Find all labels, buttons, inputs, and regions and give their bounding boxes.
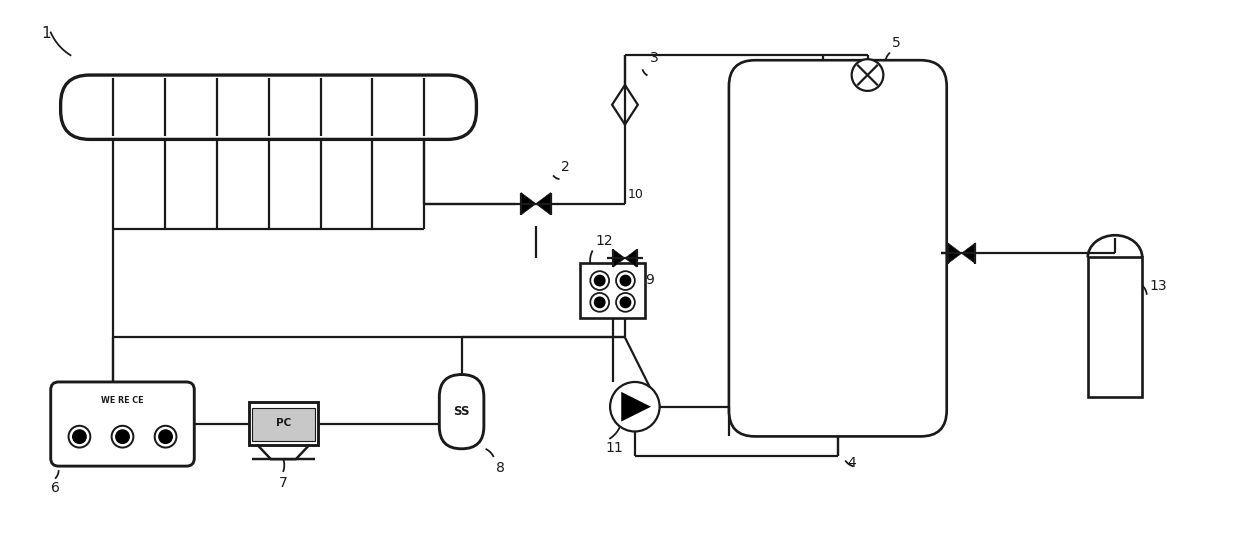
Text: 11: 11	[605, 441, 622, 455]
Circle shape	[594, 296, 605, 309]
Polygon shape	[536, 193, 551, 215]
Bar	[1087, 257, 1142, 397]
Text: 4: 4	[848, 456, 857, 470]
Text: 5: 5	[893, 36, 901, 50]
Text: WE RE CE: WE RE CE	[102, 396, 144, 405]
Text: 6: 6	[51, 481, 60, 495]
Circle shape	[594, 275, 605, 286]
Polygon shape	[613, 85, 637, 124]
FancyBboxPatch shape	[439, 374, 484, 449]
Polygon shape	[621, 392, 651, 421]
FancyBboxPatch shape	[51, 382, 195, 466]
Text: PC: PC	[275, 418, 291, 428]
Circle shape	[115, 429, 130, 444]
Circle shape	[159, 429, 174, 444]
Circle shape	[852, 59, 883, 91]
Circle shape	[620, 296, 631, 309]
Text: 13: 13	[1149, 279, 1167, 293]
Polygon shape	[613, 249, 625, 267]
Text: 2: 2	[560, 160, 569, 174]
Polygon shape	[947, 243, 961, 263]
Bar	[580, 263, 645, 318]
Circle shape	[72, 429, 87, 444]
FancyBboxPatch shape	[61, 75, 476, 140]
FancyBboxPatch shape	[729, 60, 946, 436]
Text: 3: 3	[650, 51, 658, 65]
Text: SS: SS	[454, 405, 470, 418]
Text: 12: 12	[595, 234, 613, 248]
Bar	[249, 402, 317, 445]
Text: 8: 8	[496, 461, 505, 475]
Text: 1: 1	[41, 26, 51, 41]
Circle shape	[610, 382, 660, 431]
Text: 7: 7	[279, 476, 288, 490]
Polygon shape	[521, 193, 536, 215]
Polygon shape	[625, 249, 636, 267]
Bar	[252, 408, 315, 441]
Text: 10: 10	[627, 188, 644, 201]
Circle shape	[620, 275, 631, 286]
Polygon shape	[961, 243, 976, 263]
Text: 9: 9	[645, 273, 653, 287]
